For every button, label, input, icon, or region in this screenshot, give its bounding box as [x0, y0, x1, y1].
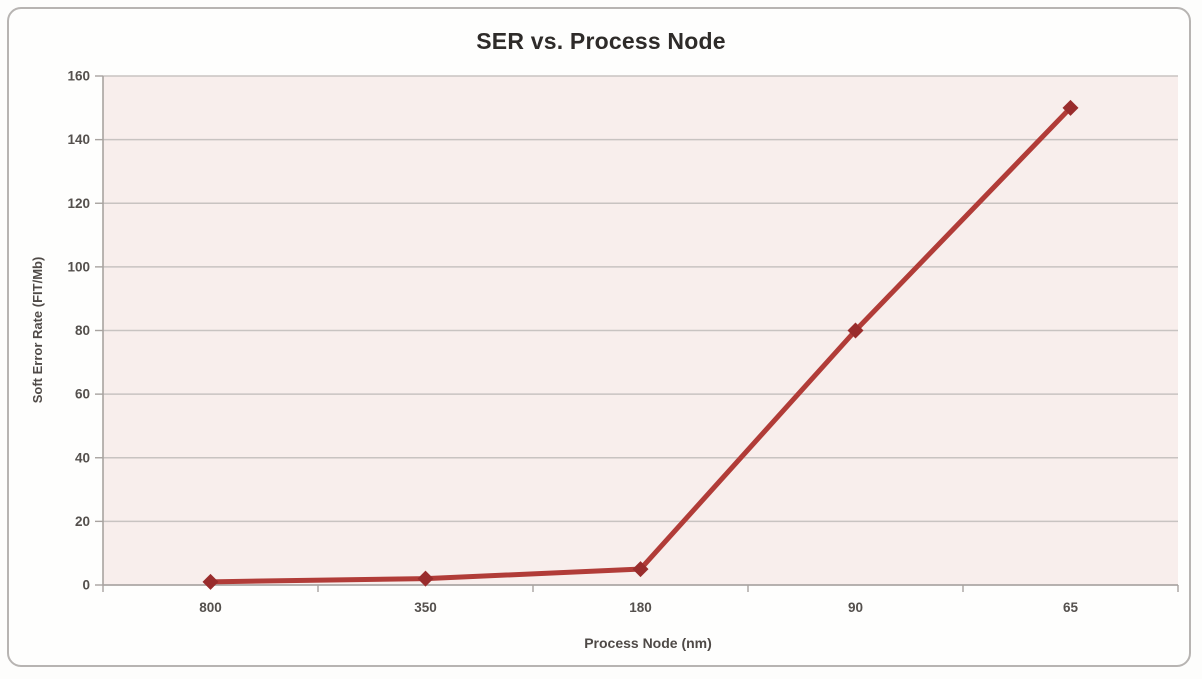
y-tick-label: 100: [67, 259, 90, 274]
data-point-marker: [632, 561, 649, 578]
data-point-marker: [202, 573, 219, 590]
y-tick-label: 140: [67, 132, 90, 147]
x-tick-label: 65: [1063, 600, 1079, 615]
chart-title: SER vs. Process Node: [476, 28, 725, 54]
y-tick-label: 0: [82, 578, 90, 593]
x-tick-label: 350: [414, 600, 437, 615]
y-tick-label: 60: [75, 387, 90, 402]
data-point-marker: [417, 570, 434, 587]
y-tick-label: 20: [75, 514, 90, 529]
data-point-marker: [1062, 99, 1079, 116]
series-layer: [202, 99, 1079, 590]
gridlines-layer: [103, 75, 1178, 586]
y-tick-label: 40: [75, 450, 90, 465]
x-tick-label: 800: [199, 600, 222, 615]
y-tick-label: 80: [75, 323, 90, 338]
x-tick-label: 90: [848, 600, 863, 615]
y-tick-label: 160: [67, 69, 90, 84]
y-tick-label: 120: [67, 196, 90, 211]
tick-labels-layer: 0 20 40 60 80 100 120 140 160 800 350 180 90 65: [67, 69, 1078, 616]
y-axis-title: Soft Error Rate (FIT/Mb): [30, 257, 45, 404]
x-tick-label: 180: [629, 600, 652, 615]
data-point-marker: [847, 322, 864, 339]
x-axis-title: Process Node (nm): [584, 635, 712, 651]
axes-layer: [95, 75, 1179, 592]
